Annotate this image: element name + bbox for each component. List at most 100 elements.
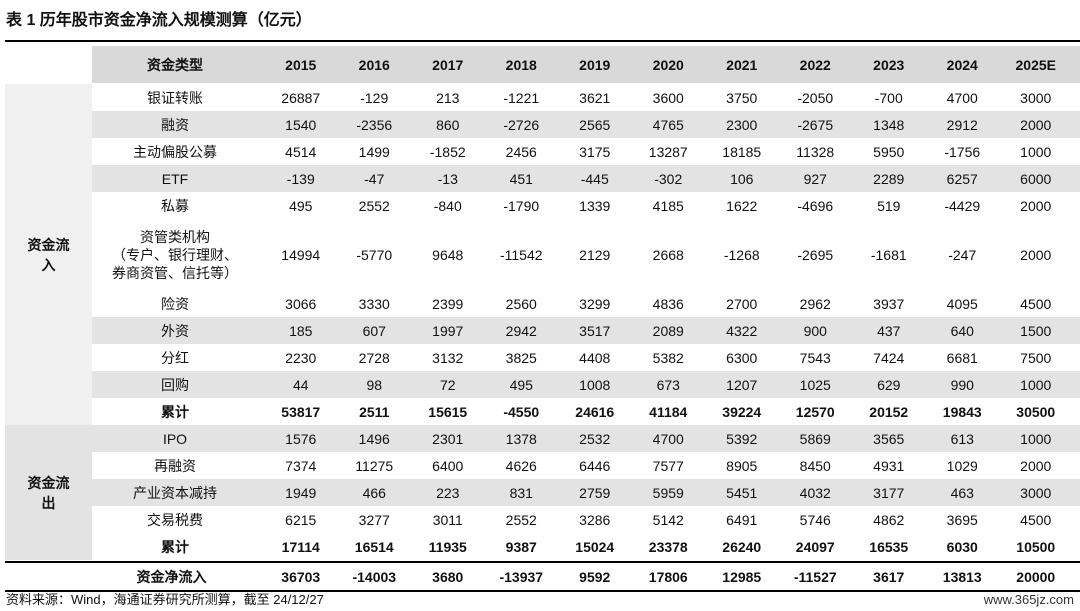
cell: -13 [437, 170, 458, 187]
cell: 6300 [726, 349, 758, 366]
cell: 16535 [869, 538, 909, 555]
cell: 7577 [652, 457, 684, 474]
header-cell: 2022 [799, 56, 831, 73]
cell: 3286 [579, 511, 611, 528]
cell: 1008 [579, 376, 611, 393]
cell: 10500 [1016, 538, 1056, 555]
cell: 185 [289, 322, 313, 339]
cell: 24097 [795, 538, 835, 555]
row-label-line: 再融资 [154, 457, 196, 474]
cell: 98 [366, 376, 383, 393]
cell: 3621 [579, 89, 611, 106]
cell: 41184 [649, 403, 688, 420]
group-label: 资金流入 [5, 84, 92, 425]
header-cell: 资金类型 [147, 56, 203, 73]
header-cell: 2021 [726, 56, 758, 73]
cell: 2230 [285, 349, 317, 366]
cell: 3517 [579, 322, 611, 339]
row-label: 分红 [92, 344, 258, 371]
cell: 12570 [795, 403, 835, 420]
cell: 4408 [579, 349, 611, 366]
cell: 5746 [799, 511, 831, 528]
cell: 860 [436, 116, 460, 133]
cell: 2129 [579, 246, 611, 263]
cell: -11542 [499, 246, 543, 263]
row-label: 再融资 [92, 452, 258, 479]
cell: 4185 [652, 197, 684, 214]
row-label-line: 银证转账 [147, 89, 203, 106]
cell: 4931 [873, 457, 905, 474]
cell: 1000 [1020, 143, 1052, 160]
row-label: 银证转账 [92, 84, 258, 111]
cell: 519 [877, 197, 901, 214]
cell: 2089 [652, 322, 684, 339]
cell: 463 [950, 484, 974, 501]
cell: 7543 [799, 349, 831, 366]
net-label: 资金净流入 [136, 568, 207, 585]
cell: 1500 [1020, 322, 1052, 339]
cell: -700 [874, 89, 903, 106]
cell: 2300 [726, 116, 758, 133]
row-shade [92, 371, 1080, 398]
cell: 6491 [726, 511, 758, 528]
header-cell: 2018 [505, 56, 537, 73]
cell: 2912 [946, 116, 978, 133]
cell: 3277 [358, 511, 390, 528]
group-label-text: 资金流入 [27, 236, 70, 273]
row-label: 回购 [92, 371, 258, 398]
cell: 13287 [648, 143, 688, 160]
cell: 17114 [281, 538, 320, 555]
net-rule-top [5, 561, 1080, 563]
cell: 2668 [652, 246, 684, 263]
row-label: 外资 [92, 317, 258, 344]
cell: 629 [877, 376, 901, 393]
source: 资料来源：Wind，海通证券研究所测算，截至 24/12/27 [6, 592, 324, 607]
row-label-line: 资管类机构 [140, 228, 210, 245]
cell: -1852 [429, 143, 466, 160]
cell: 3132 [432, 349, 464, 366]
cell: -302 [654, 170, 683, 187]
cell: 6215 [285, 511, 317, 528]
cell: 1339 [579, 197, 611, 214]
cell: 990 [950, 376, 974, 393]
cell: 2000 [1020, 457, 1052, 474]
cell: 3565 [873, 430, 905, 447]
cell: -1790 [503, 197, 540, 214]
cell: 3177 [873, 484, 905, 501]
bottom-rule [5, 590, 1080, 592]
header-cell: 2023 [873, 56, 905, 73]
cell: 1499 [358, 143, 390, 160]
watermark: www.365jz.com [983, 592, 1074, 607]
group-band [5, 84, 92, 425]
cell: 20152 [869, 403, 909, 420]
cell: 5142 [652, 511, 684, 528]
cell: 3695 [946, 511, 978, 528]
row-label-line: 产业资本减持 [133, 484, 217, 501]
row-label-line: 险资 [161, 295, 189, 312]
title: 表 1 历年股市资金净流入规模测算（亿元） [6, 12, 312, 29]
cell: 3000 [1020, 484, 1052, 501]
cell: -1268 [723, 246, 760, 263]
net-cell: 20000 [1016, 568, 1056, 585]
cell: 607 [362, 322, 386, 339]
cell: 2728 [358, 349, 390, 366]
cell: 1997 [432, 322, 464, 339]
row-label-line: 分红 [161, 349, 189, 366]
cell: 8905 [726, 457, 758, 474]
cell: 495 [289, 197, 313, 214]
cell: 9387 [505, 538, 537, 555]
net-cell: -13937 [499, 568, 544, 585]
cell: 3066 [285, 295, 317, 312]
cell: 1000 [1020, 376, 1052, 393]
cell: 15024 [575, 538, 615, 555]
cell: 673 [656, 376, 680, 393]
cell: -4550 [503, 403, 540, 420]
row-label-line: 交易税费 [147, 511, 203, 528]
cell: 5392 [726, 430, 758, 447]
cell: 2399 [432, 295, 464, 312]
row-label: 累计 [92, 533, 258, 560]
cell: 831 [509, 484, 533, 501]
cell: 16514 [354, 538, 394, 555]
cell: -1681 [870, 246, 907, 263]
cell: 1496 [358, 430, 390, 447]
